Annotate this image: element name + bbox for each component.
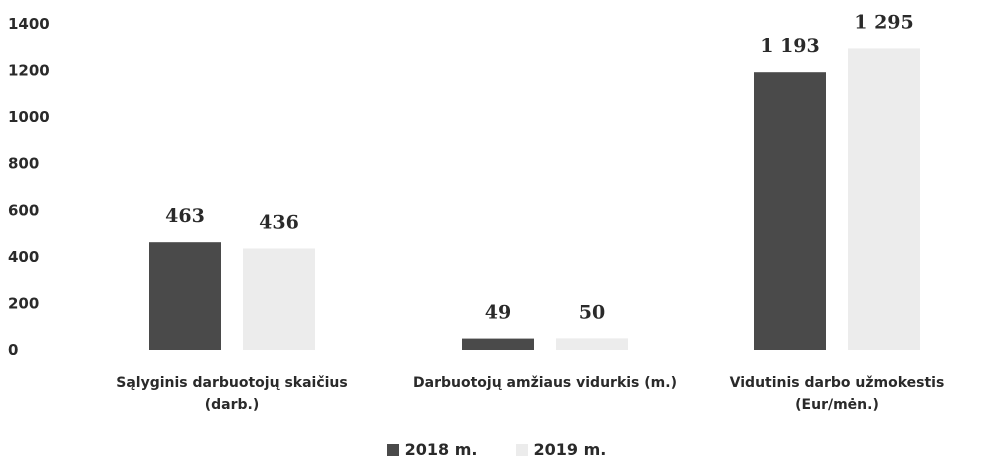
bar-2018: [754, 72, 826, 351]
bar-2019: [556, 338, 628, 350]
chart-legend: 2018 m. 2019 m.: [0, 440, 993, 459]
y-tick-label: 1400: [8, 15, 50, 33]
category-label: (Eur/mėn.): [795, 397, 879, 413]
bar-2019: [848, 48, 920, 350]
legend-swatch-2018: [386, 443, 399, 456]
legend-label-2019: 2019 m.: [533, 440, 607, 459]
data-label: 436: [259, 211, 299, 233]
legend-swatch-2019: [515, 443, 528, 456]
bar-2018: [149, 242, 221, 350]
bar-chart: 0 200 400 600 800 1000 1200 1400 463 436 Sąlyginis…: [8, 11, 945, 413]
y-tick-label: 400: [8, 248, 39, 266]
bar-2019: [243, 248, 315, 350]
y-tick-label: 0: [8, 341, 18, 359]
legend-label-2018: 2018 m.: [404, 440, 478, 459]
y-tick-label: 600: [8, 201, 39, 219]
y-tick-label: 200: [8, 294, 39, 312]
category-label: Vidutinis darbo užmokestis: [730, 375, 945, 391]
data-label: 49: [485, 302, 511, 324]
category-label: Sąlyginis darbuotojų skaičius: [116, 375, 347, 391]
data-label: 463: [165, 205, 205, 227]
legend-item-2018: 2018 m.: [386, 440, 478, 459]
data-label: 1 295: [854, 11, 914, 33]
category-label: Darbuotojų amžiaus vidurkis (m.): [413, 375, 677, 391]
bar-2018: [462, 338, 534, 350]
legend-item-2019: 2019 m.: [515, 440, 607, 459]
y-tick-label: 1000: [8, 108, 50, 126]
data-label: 50: [579, 301, 605, 323]
category-label: (darb.): [205, 397, 260, 413]
data-label: 1 193: [760, 35, 820, 57]
y-tick-label: 800: [8, 155, 39, 173]
y-tick-label: 1200: [8, 62, 50, 80]
